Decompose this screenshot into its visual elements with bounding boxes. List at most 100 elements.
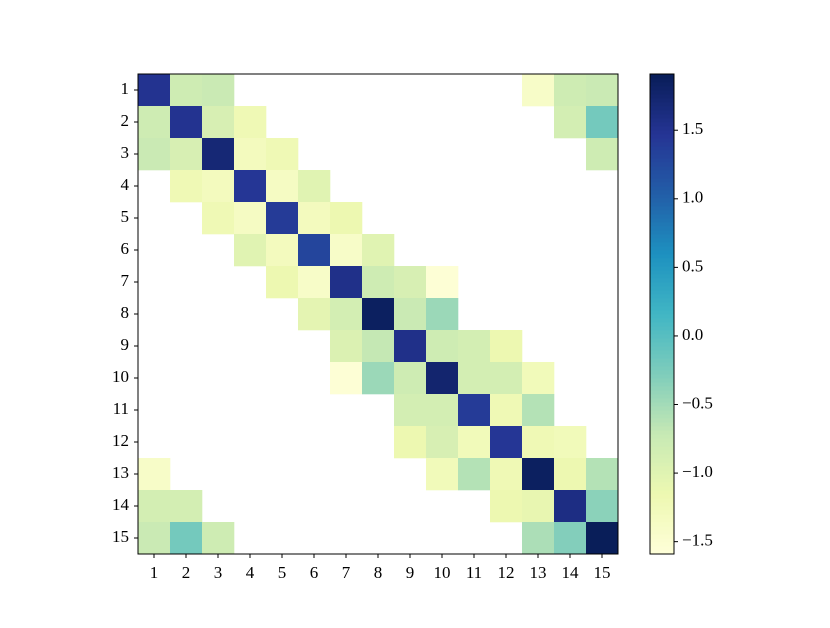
colorbar-segment (650, 178, 674, 183)
y-tick-label: 6 (121, 239, 130, 258)
colorbar-segment (650, 78, 674, 83)
colorbar-segment (650, 238, 674, 243)
colorbar-segment (650, 546, 674, 551)
heatmap-cell (554, 426, 587, 459)
colorbar-segment (650, 434, 674, 439)
heatmap-cell (490, 394, 523, 427)
colorbar-segment (650, 278, 674, 283)
heatmap-cell (202, 138, 235, 171)
heatmap-cell (202, 202, 235, 235)
heatmap-cell (426, 394, 459, 427)
heatmap-cell (266, 266, 299, 299)
heatmap-cell (138, 138, 171, 171)
x-tick-label: 14 (562, 563, 580, 582)
y-tick-label: 3 (121, 143, 130, 162)
y-tick-label: 4 (121, 175, 130, 194)
colorbar-segment (650, 130, 674, 135)
colorbar-segment (650, 350, 674, 355)
heatmap-cell (298, 298, 331, 331)
heatmap-cell (330, 266, 363, 299)
heatmap-cell (586, 74, 619, 107)
colorbar-segment (650, 194, 674, 199)
heatmap-cell (234, 170, 267, 203)
heatmap-cell (298, 170, 331, 203)
heatmap-cell (522, 74, 555, 107)
heatmap-cell (298, 266, 331, 299)
colorbar-segment (650, 186, 674, 191)
heatmap-cell (170, 522, 203, 555)
colorbar-segment (650, 270, 674, 275)
colorbar-segment (650, 126, 674, 131)
heatmap-cell (426, 426, 459, 459)
heatmap-cell (138, 74, 171, 107)
colorbar-segment (650, 346, 674, 351)
colorbar-segment (650, 226, 674, 231)
colorbar-tick-label: 0.5 (682, 256, 703, 275)
colorbar-segment (650, 250, 674, 255)
colorbar-segment (650, 74, 674, 79)
colorbar-segment (650, 398, 674, 403)
x-tick-label: 12 (498, 563, 515, 582)
colorbar-segment (650, 394, 674, 399)
colorbar-segment (650, 314, 674, 319)
colorbar-segment (650, 122, 674, 127)
colorbar-segment (650, 262, 674, 267)
y-tick-label: 14 (112, 495, 130, 514)
heatmap-cell (522, 458, 555, 491)
heatmap-cell (138, 106, 171, 139)
heatmap-cell (490, 362, 523, 395)
heatmap-cell (170, 106, 203, 139)
heatmap-cell (458, 458, 491, 491)
colorbar-segment (650, 422, 674, 427)
heatmap-cell (170, 138, 203, 171)
colorbar-segment (650, 430, 674, 435)
colorbar-segment (650, 282, 674, 287)
heatmap-cell (266, 138, 299, 171)
heatmap-cell (362, 330, 395, 363)
colorbar-segment (650, 374, 674, 379)
heatmap-cell (234, 138, 267, 171)
colorbar-segment (650, 322, 674, 327)
heatmap-cell (554, 74, 587, 107)
colorbar-segment (650, 202, 674, 207)
colorbar-tick-label: −1.0 (682, 462, 713, 481)
colorbar-segment (650, 506, 674, 511)
y-tick-label: 15 (112, 527, 129, 546)
colorbar-segment (650, 230, 674, 235)
colorbar-segment (650, 82, 674, 87)
y-tick-label: 8 (121, 303, 130, 322)
colorbar-segment (650, 234, 674, 239)
colorbar-segment (650, 474, 674, 479)
colorbar-segment (650, 174, 674, 179)
heatmap-cell (234, 106, 267, 139)
heatmap-cell (330, 298, 363, 331)
heatmap-cell (202, 74, 235, 107)
colorbar-tick-label: 1.0 (682, 188, 703, 207)
colorbar-segment (650, 138, 674, 143)
colorbar-segment (650, 530, 674, 535)
y-tick-label: 5 (121, 207, 130, 226)
colorbar-frame (649, 73, 675, 555)
colorbar-tick-label: 0.0 (682, 325, 703, 344)
colorbar-segment (650, 110, 674, 115)
colorbar-segment (650, 366, 674, 371)
colorbar-segment (650, 298, 674, 303)
heatmap-cell (522, 362, 555, 395)
heatmap-cell (330, 234, 363, 267)
x-tick-label: 3 (214, 563, 223, 582)
colorbar-segment (650, 458, 674, 463)
x-tick-label: 8 (374, 563, 383, 582)
heatmap-cell (170, 74, 203, 107)
colorbar-tick-label: −0.5 (682, 393, 713, 412)
x-tick-label: 10 (434, 563, 451, 582)
colorbar-segment (650, 338, 674, 343)
heatmap-cell (522, 490, 555, 523)
colorbar-segment (650, 330, 674, 335)
colorbar-segment (650, 162, 674, 167)
heatmap-cell (490, 458, 523, 491)
colorbar-segment (650, 418, 674, 423)
heatmap-cell (362, 266, 395, 299)
y-tick-label: 9 (121, 335, 130, 354)
colorbar-segment (650, 482, 674, 487)
